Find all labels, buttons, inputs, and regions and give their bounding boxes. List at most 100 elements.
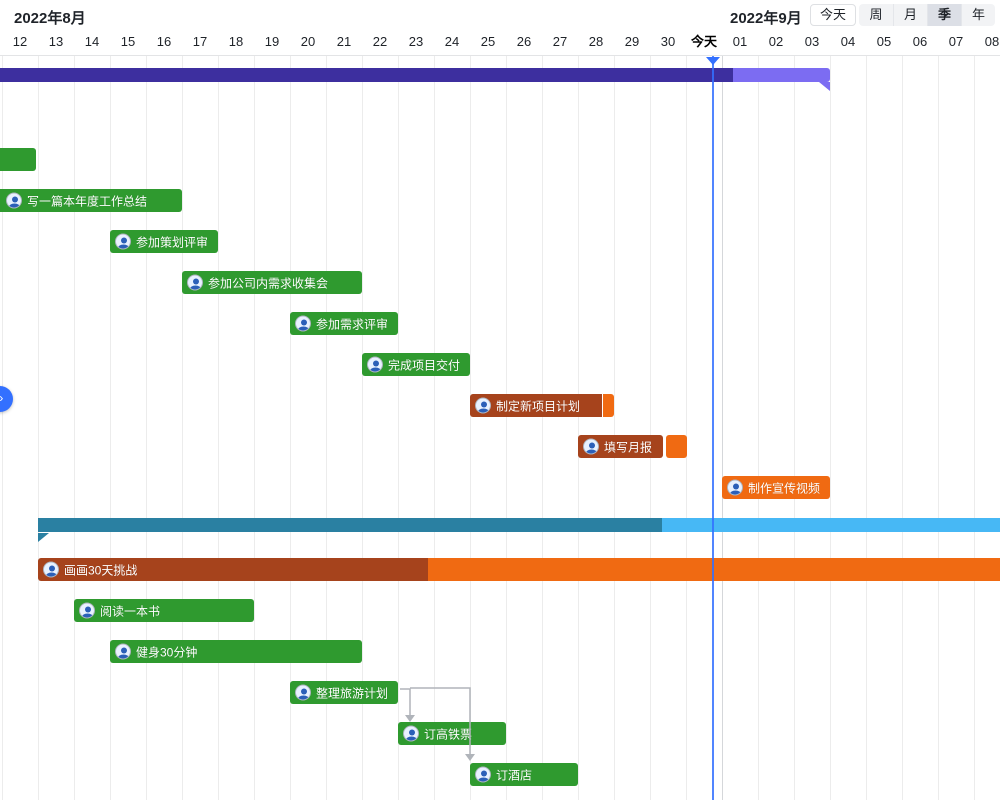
grid-line xyxy=(686,56,687,800)
grid-line xyxy=(2,56,3,800)
grid-line xyxy=(326,56,327,800)
date-cell: 12 xyxy=(12,34,28,49)
date-cell: 01 xyxy=(732,34,748,49)
assignee-avatar-icon xyxy=(295,684,311,701)
task-label: 订酒店 xyxy=(496,768,533,782)
date-cell: 28 xyxy=(588,34,604,49)
date-cell: 05 xyxy=(876,34,892,49)
task-bar[interactable]: 制作宣传视频 xyxy=(722,476,830,499)
summary-bar[interactable] xyxy=(38,518,1000,532)
date-cell: 06 xyxy=(912,34,928,49)
task-bar[interactable]: 订高铁票 xyxy=(398,722,506,745)
task-bar[interactable]: 参加需求评审 xyxy=(290,312,398,335)
grid-line xyxy=(470,56,471,800)
task-bar[interactable]: 写一篇本年度工作总结 xyxy=(0,189,182,212)
date-cell: 30 xyxy=(660,34,676,49)
date-cell: 08 xyxy=(984,34,1000,49)
gantt-header: 2022年8月 2022年9月 今天 周月季年 xyxy=(0,0,1000,30)
assignee-avatar-icon xyxy=(295,315,311,332)
date-cell: 26 xyxy=(516,34,532,49)
bar-segment xyxy=(362,353,470,376)
task-label: 整理旅游计划 xyxy=(316,686,389,700)
grid-line xyxy=(290,56,291,800)
view-option-季[interactable]: 季 xyxy=(927,4,961,26)
task-bar[interactable] xyxy=(0,148,36,171)
task-bar[interactable]: 参加策划评审 xyxy=(110,230,218,253)
date-cell: 19 xyxy=(264,34,280,49)
view-switcher: 周月季年 xyxy=(859,4,995,26)
grid-line xyxy=(650,56,651,800)
assignee-avatar-icon xyxy=(367,356,383,373)
bar-segment xyxy=(38,558,428,581)
gantt-chart-area: 写一篇本年度工作总结参加策划评审参加公司内需求收集会参加需求评审完成项目交付制定… xyxy=(0,56,1000,800)
today-line xyxy=(712,56,714,800)
date-cell: 13 xyxy=(48,34,64,49)
task-label: 订高铁票 xyxy=(424,727,473,741)
assignee-avatar-icon xyxy=(583,438,599,455)
summary-bar[interactable] xyxy=(0,68,830,82)
task-bar[interactable]: 整理旅游计划 xyxy=(290,681,398,704)
grid-line xyxy=(398,56,399,800)
date-cell: 15 xyxy=(120,34,136,49)
task-label: 参加需求评审 xyxy=(316,317,389,331)
grid-line xyxy=(506,56,507,800)
date-cell: 17 xyxy=(192,34,208,49)
expand-panel-button[interactable]: » xyxy=(0,386,13,412)
grid-line xyxy=(542,56,543,800)
view-option-周[interactable]: 周 xyxy=(869,7,883,22)
task-bar[interactable]: 制定新项目计划 xyxy=(470,394,614,417)
assignee-avatar-icon xyxy=(6,192,22,209)
current-month-label: 2022年8月 xyxy=(14,10,86,27)
bar-segment xyxy=(110,640,362,663)
date-cell: 今天 xyxy=(690,34,717,49)
grid-line xyxy=(218,56,219,800)
grid-line xyxy=(758,56,759,800)
assignee-avatar-icon xyxy=(727,479,743,496)
task-label: 完成项目交付 xyxy=(388,358,461,372)
bar-segment xyxy=(470,763,578,786)
date-cell: 25 xyxy=(480,34,496,49)
date-cell: 07 xyxy=(948,34,964,49)
task-bar[interactable]: 阅读一本书 xyxy=(74,599,254,622)
task-bar[interactable]: 订酒店 xyxy=(470,763,578,786)
bar-segment xyxy=(666,435,687,458)
bar-segment xyxy=(290,681,398,704)
task-bar[interactable]: 参加公司内需求收集会 xyxy=(182,271,362,294)
grid-line xyxy=(974,56,975,800)
grid-line xyxy=(902,56,903,800)
bar-segment xyxy=(0,189,182,212)
view-option-年[interactable]: 年 xyxy=(961,4,995,26)
assignee-avatar-icon xyxy=(43,561,59,578)
grid-line xyxy=(110,56,111,800)
grid-line xyxy=(146,56,147,800)
task-bar[interactable]: 画画30天挑战 xyxy=(38,558,1000,581)
view-option-月[interactable]: 月 xyxy=(893,4,927,26)
task-bar[interactable]: 填写月报 xyxy=(578,435,687,458)
date-cell: 23 xyxy=(408,34,424,49)
task-label: 参加策划评审 xyxy=(136,235,209,249)
date-cell: 16 xyxy=(156,34,172,49)
today-button[interactable]: 今天 xyxy=(810,4,857,26)
bar-segment xyxy=(74,599,254,622)
task-bar[interactable]: 健身30分钟 xyxy=(110,640,362,663)
grid-line xyxy=(866,56,867,800)
date-cell: 27 xyxy=(552,34,568,49)
bar-segment xyxy=(182,271,362,294)
date-cell: 20 xyxy=(300,34,316,49)
next-month-label: 2022年9月 xyxy=(730,10,802,27)
bar-segment xyxy=(722,476,830,499)
date-cell: 03 xyxy=(804,34,820,49)
assignee-avatar-icon xyxy=(475,766,491,783)
grid-line xyxy=(362,56,363,800)
task-label: 制作宣传视频 xyxy=(748,481,821,495)
bar-segment xyxy=(470,394,602,417)
date-cell: 14 xyxy=(84,34,100,49)
date-cell: 18 xyxy=(228,34,244,49)
task-bar[interactable]: 完成项目交付 xyxy=(362,353,470,376)
bar-segment xyxy=(38,518,662,532)
grid-line xyxy=(938,56,939,800)
date-cell: 21 xyxy=(336,34,352,49)
task-label: 填写月报 xyxy=(604,440,653,454)
bar-segment xyxy=(428,558,1000,581)
bar-segment xyxy=(0,68,733,82)
